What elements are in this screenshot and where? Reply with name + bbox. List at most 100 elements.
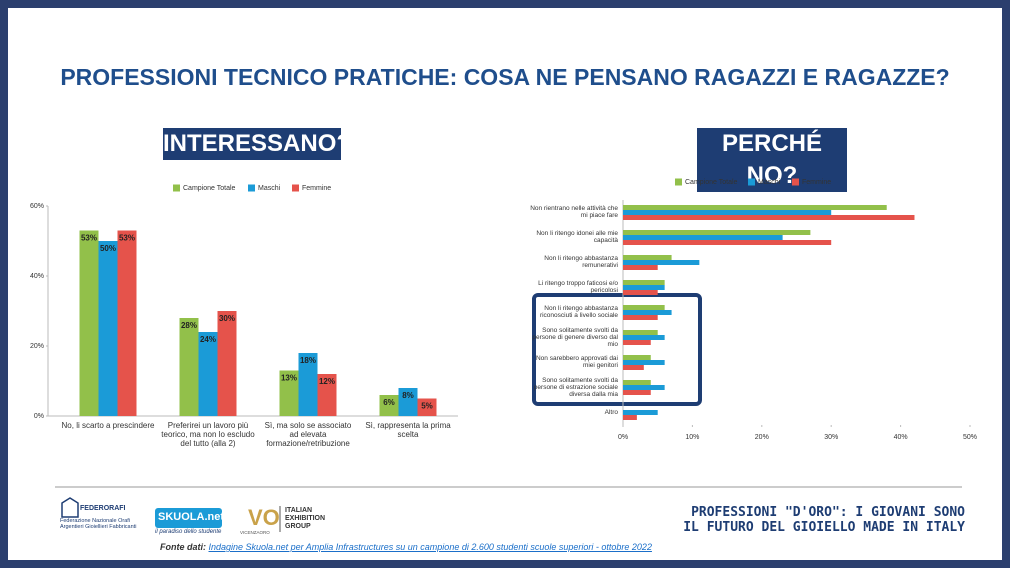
bar — [279, 370, 299, 416]
chart-title: INTERESSANO? — [163, 128, 351, 160]
bar — [98, 241, 118, 416]
tagline: PROFESSIONI "D'ORO": I GIOVANI SONO — [691, 505, 965, 520]
highlight-box — [532, 293, 702, 406]
source-label: Fonte dati: — [160, 542, 206, 552]
x-tick-label: 50% — [963, 434, 977, 441]
y-tick-label: Li ritengo troppo faticosi e/o pericolos… — [538, 280, 618, 295]
value-label: 53% — [81, 234, 97, 243]
value-label: 12% — [319, 377, 335, 386]
bar — [623, 355, 651, 360]
bar — [623, 255, 672, 260]
x-tick-label: 30% — [824, 434, 838, 441]
bar — [623, 415, 637, 420]
bar — [79, 230, 99, 416]
bar — [298, 353, 318, 416]
source-line: Fonte dati: Indagine Skuola.net per Ampl… — [160, 542, 652, 552]
value-label: 8% — [402, 391, 414, 400]
bar — [623, 260, 700, 265]
value-label: 28% — [181, 321, 197, 330]
tagline: IL FUTURO DEL GIOIELLO MADE IN ITALY — [683, 520, 965, 535]
bar — [623, 385, 665, 390]
y-tick-label: Non li ritengo abbastanza riconosciuti a… — [539, 305, 618, 320]
x-tick-label: No, li scarto a prescindere — [61, 421, 155, 430]
legend-swatch — [792, 178, 799, 186]
federorafi-logo — [61, 497, 79, 518]
x-tick-label: Preferirei un lavoro più teorico, ma non… — [161, 421, 255, 449]
bar — [623, 380, 651, 385]
bar — [623, 210, 832, 215]
skuola-name: SKUOLA.net — [158, 511, 224, 523]
bar — [623, 330, 658, 335]
vicenzaoro-name: VICENZAORO — [240, 530, 270, 535]
bar — [117, 230, 137, 416]
value-label: 18% — [300, 356, 316, 365]
bar — [379, 395, 399, 416]
bar — [623, 305, 665, 310]
y-tick-label: 20% — [30, 343, 44, 350]
y-tick-label: 0% — [34, 413, 44, 420]
legend-swatch — [675, 178, 682, 186]
chart-title: PERCHÉ NO? — [697, 128, 847, 192]
bar — [623, 215, 915, 220]
ieg-name: ITALIAN EXHIBITION GROUP — [285, 507, 326, 531]
y-tick-label: Non li ritengo abbastanza remunerativi — [544, 255, 618, 270]
bar — [623, 285, 665, 290]
bar — [623, 205, 887, 210]
legend-swatch — [173, 184, 180, 192]
bar — [623, 240, 832, 245]
bar — [623, 265, 658, 270]
x-tick-label: 20% — [755, 434, 769, 441]
bar — [623, 365, 644, 370]
value-label: 50% — [100, 244, 116, 253]
legend-label: Campione Totale — [183, 185, 236, 192]
bar — [623, 340, 651, 345]
value-label: 24% — [200, 335, 216, 344]
bar — [217, 311, 237, 416]
y-tick-label: Sono solitamente svolti da persone di ge… — [532, 326, 618, 349]
bar — [623, 280, 665, 285]
x-tick-label: 40% — [894, 434, 908, 441]
legend-label: Campione Totale — [685, 179, 738, 186]
y-tick-label: Altro — [604, 409, 618, 416]
legend-swatch — [748, 178, 755, 186]
value-label: 6% — [383, 398, 395, 407]
legend-label: Maschi — [258, 185, 281, 192]
bar — [623, 360, 665, 365]
skuola-motto: il paradiso dello studente — [155, 529, 222, 535]
bar — [623, 290, 658, 295]
y-tick-label: Sono solitamente svolti da persone di es… — [533, 376, 618, 399]
legend-swatch — [248, 184, 255, 192]
value-label: 5% — [421, 402, 433, 411]
x-tick-label: 0% — [618, 434, 628, 441]
value-label: 53% — [119, 234, 135, 243]
bar — [623, 335, 665, 340]
slide-title: PROFESSIONI TECNICO PRATICHE: COSA NE PE… — [60, 64, 950, 90]
bar — [417, 398, 437, 416]
bar — [398, 388, 418, 416]
y-tick-label: Non sarebbero approvati dai miei genitor… — [535, 355, 618, 370]
x-tick-label: 10% — [685, 434, 699, 441]
bar — [623, 230, 811, 235]
vicenzaoro-mark: VO — [248, 505, 280, 530]
source-link[interactable]: Indagine Skuola.net per Amplia Infrastru… — [208, 542, 652, 552]
value-label: 13% — [281, 374, 297, 383]
value-label: 30% — [219, 314, 235, 323]
federorafi-subtitle: Federazione Nazionale Orafi Argentieri G… — [60, 518, 137, 531]
y-tick-label: Non rientrano nelle attività che mi piac… — [530, 205, 618, 220]
legend-label: Maschi — [758, 179, 781, 186]
bar — [179, 318, 199, 416]
legend-label: Femmine — [302, 185, 331, 192]
y-tick-label: 40% — [30, 273, 44, 280]
skuola-logo — [155, 508, 222, 528]
legend-swatch — [292, 184, 299, 192]
y-tick-label: 60% — [30, 203, 44, 210]
bar — [623, 390, 651, 395]
bar — [198, 332, 218, 416]
bar — [623, 410, 658, 415]
x-tick-label: Sì, ma solo se associato ad elevata form… — [264, 421, 352, 449]
bar — [317, 374, 337, 416]
bar — [623, 315, 658, 320]
